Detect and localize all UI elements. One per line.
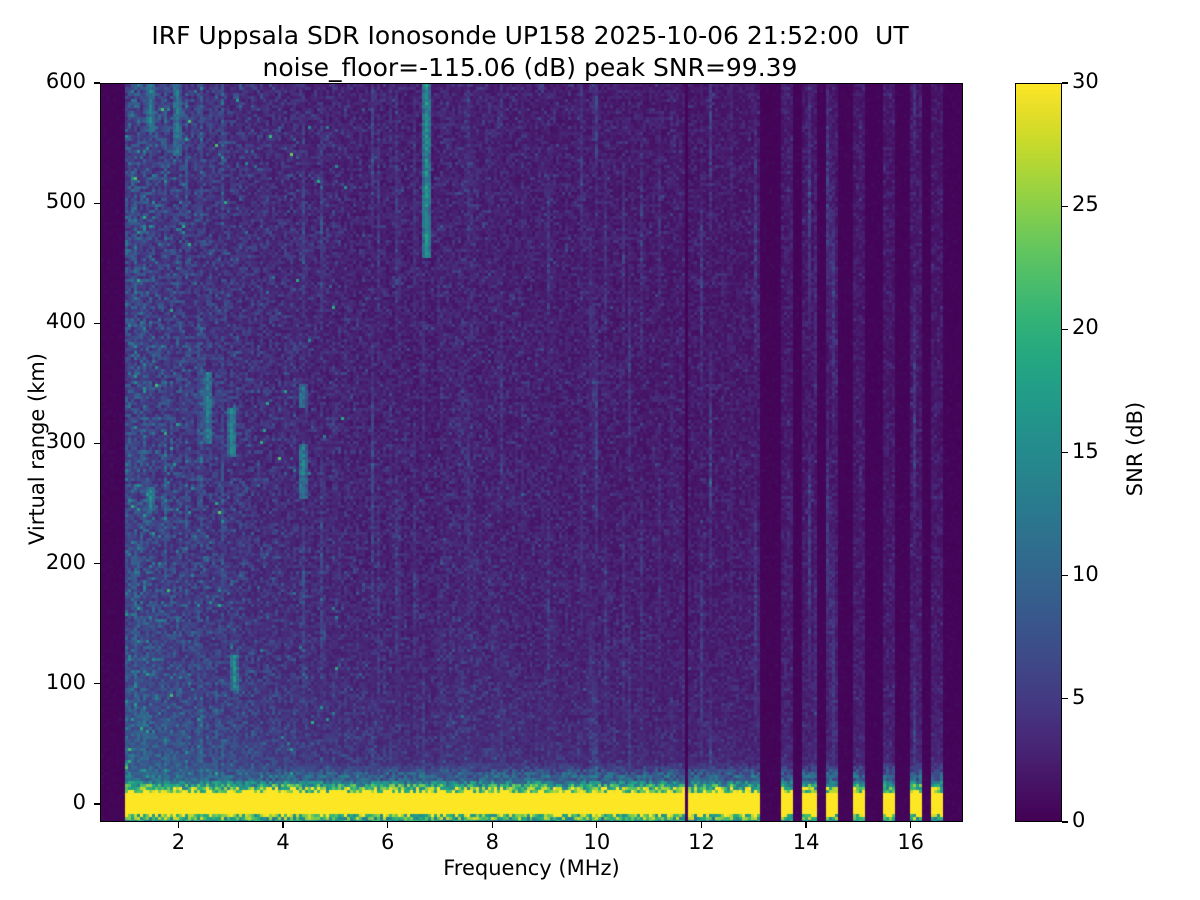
y-tick-mark bbox=[94, 202, 100, 204]
colorbar-tick-mark bbox=[1062, 451, 1068, 454]
y-tick-label: 100 bbox=[45, 669, 86, 694]
y-tick-label: 400 bbox=[45, 309, 86, 334]
colorbar-tick-mark bbox=[1062, 82, 1068, 84]
y-tick-mark bbox=[94, 683, 100, 685]
x-tick-mark bbox=[491, 822, 493, 828]
figure-title: IRF Uppsala SDR Ionosonde UP158 2025-10-… bbox=[0, 20, 1060, 84]
x-tick-label: 4 bbox=[276, 830, 290, 854]
colorbar-label: SNR (dB) bbox=[1123, 401, 1147, 497]
x-tick-label: 14 bbox=[792, 830, 820, 854]
y-tick-label: 600 bbox=[45, 69, 86, 93]
title-line-2: noise_floor=-115.06 (dB) peak SNR=99.39 bbox=[262, 53, 798, 82]
x-tick-mark bbox=[282, 822, 284, 828]
x-tick-mark bbox=[700, 822, 703, 828]
x-axis-label: Frequency (MHz) bbox=[443, 856, 620, 880]
y-tick-mark bbox=[94, 803, 100, 805]
x-tick-label: 12 bbox=[688, 830, 715, 854]
x-tick-label: 6 bbox=[380, 830, 395, 854]
x-tick-mark bbox=[596, 822, 598, 828]
y-tick-label: 200 bbox=[45, 549, 86, 574]
y-tick-label: 0 bbox=[72, 789, 86, 814]
y-tick-label: 300 bbox=[45, 429, 86, 454]
y-tick-mark bbox=[94, 563, 100, 565]
y-tick-mark bbox=[94, 82, 100, 84]
colorbar-tick-label: 15 bbox=[1072, 438, 1099, 463]
x-tick-mark bbox=[910, 822, 912, 828]
y-tick-mark bbox=[94, 442, 100, 445]
y-tick-label: 500 bbox=[45, 189, 86, 214]
colorbar-tick-label: 0 bbox=[1072, 808, 1086, 832]
colorbar bbox=[1015, 83, 1062, 822]
x-tick-label: 16 bbox=[897, 830, 925, 854]
x-tick-mark bbox=[387, 822, 389, 828]
colorbar-tick-label: 10 bbox=[1072, 561, 1099, 586]
colorbar-tick-mark bbox=[1062, 205, 1068, 207]
colorbar-tick-label: 30 bbox=[1072, 69, 1099, 93]
colorbar-tick-mark bbox=[1062, 328, 1068, 330]
colorbar-tick-label: 5 bbox=[1072, 684, 1086, 709]
colorbar-tick-mark bbox=[1062, 821, 1068, 823]
x-tick-mark bbox=[805, 822, 807, 828]
title-line-1: IRF Uppsala SDR Ionosonde UP158 2025-10-… bbox=[151, 21, 909, 50]
y-axis-label: Virtual range (km) bbox=[25, 352, 49, 546]
colorbar-tick-label: 25 bbox=[1072, 192, 1099, 217]
colorbar-tick-mark bbox=[1062, 575, 1068, 577]
colorbar-tick-label: 20 bbox=[1072, 315, 1099, 340]
ionogram-heatmap bbox=[101, 84, 962, 821]
ionogram-plot-area bbox=[100, 83, 963, 822]
x-tick-mark bbox=[177, 822, 180, 828]
x-tick-label: 2 bbox=[171, 830, 186, 854]
colorbar-gradient bbox=[1015, 83, 1062, 822]
colorbar-tick-mark bbox=[1062, 698, 1068, 700]
x-tick-label: 8 bbox=[485, 830, 499, 854]
y-tick-mark bbox=[94, 322, 100, 324]
x-tick-label: 10 bbox=[583, 830, 611, 854]
